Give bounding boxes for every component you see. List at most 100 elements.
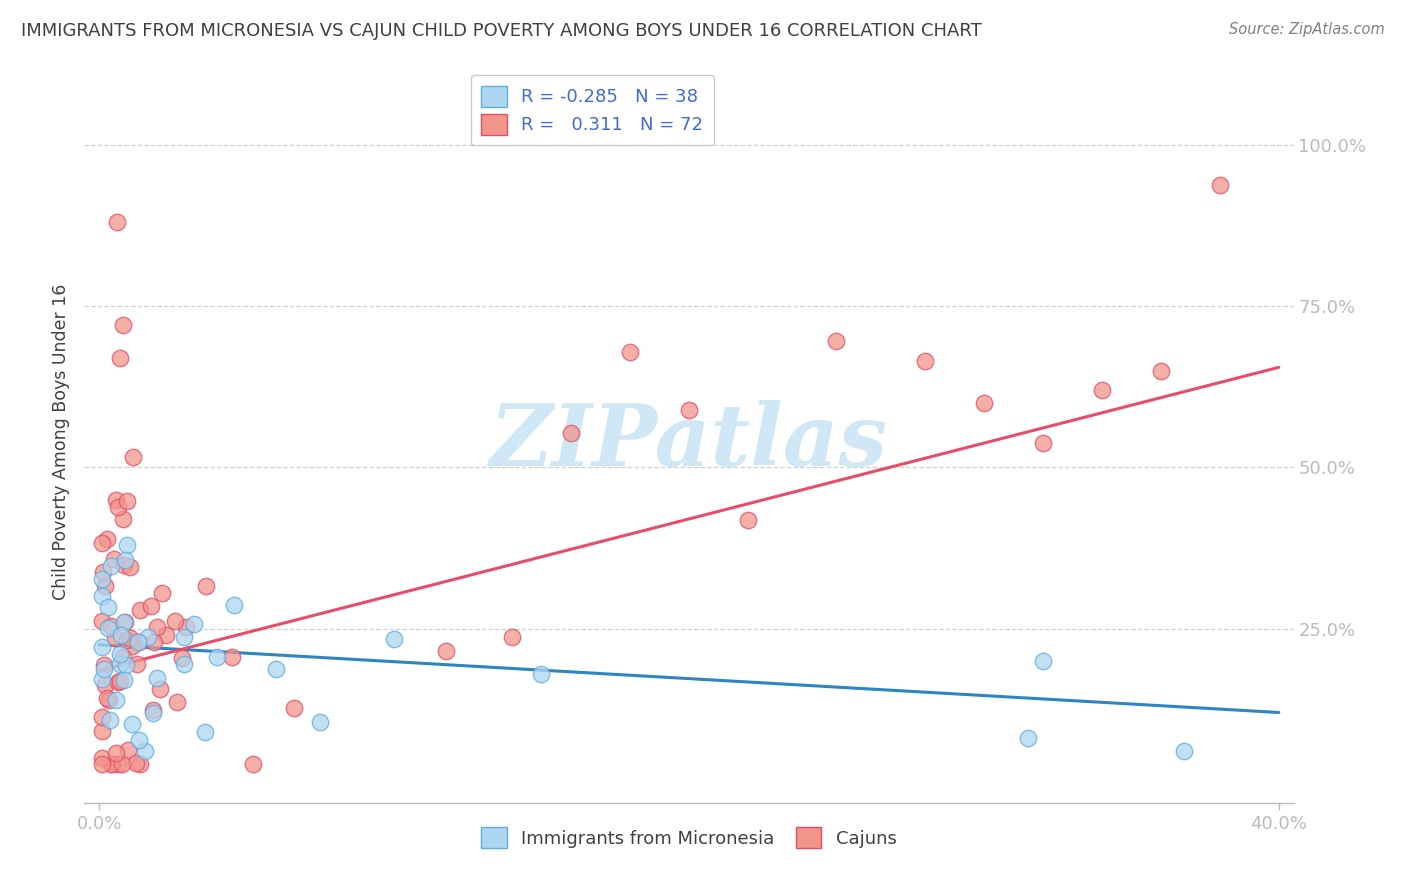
Point bbox=[1150, 363, 1173, 377]
Point bbox=[129, 757, 152, 772]
Point bbox=[128, 635, 150, 649]
Point bbox=[115, 494, 138, 508]
Point bbox=[91, 640, 114, 654]
Point bbox=[129, 603, 152, 617]
Point bbox=[110, 673, 132, 688]
Point bbox=[142, 703, 165, 717]
Point bbox=[173, 657, 195, 672]
Point bbox=[100, 558, 122, 573]
Point bbox=[91, 590, 114, 604]
Point bbox=[194, 579, 217, 593]
Point bbox=[100, 619, 122, 633]
Point bbox=[110, 627, 132, 641]
Point bbox=[111, 512, 134, 526]
Point bbox=[108, 657, 131, 672]
Point bbox=[221, 650, 243, 665]
Point bbox=[105, 493, 128, 508]
Point bbox=[120, 632, 142, 646]
Point bbox=[283, 701, 305, 715]
Point bbox=[530, 667, 553, 681]
Point bbox=[176, 620, 198, 634]
Point bbox=[112, 558, 135, 572]
Point bbox=[91, 672, 114, 686]
Point bbox=[145, 671, 167, 685]
Point bbox=[224, 598, 246, 612]
Point bbox=[94, 678, 117, 692]
Point bbox=[134, 744, 156, 758]
Point bbox=[93, 658, 115, 673]
Point bbox=[825, 334, 848, 348]
Point bbox=[100, 757, 122, 772]
Point bbox=[91, 751, 114, 765]
Point bbox=[183, 617, 205, 632]
Point bbox=[173, 631, 195, 645]
Point bbox=[91, 572, 114, 586]
Point bbox=[501, 630, 523, 644]
Point bbox=[136, 630, 159, 644]
Point bbox=[97, 621, 120, 635]
Point bbox=[97, 693, 120, 707]
Legend: Immigrants from Micronesia, Cajuns: Immigrants from Micronesia, Cajuns bbox=[474, 820, 904, 855]
Point bbox=[122, 450, 145, 464]
Point bbox=[112, 650, 135, 665]
Point bbox=[98, 713, 121, 727]
Point bbox=[560, 425, 582, 440]
Point bbox=[117, 743, 139, 757]
Point bbox=[103, 551, 125, 566]
Point bbox=[1173, 744, 1195, 758]
Point bbox=[149, 681, 172, 696]
Point bbox=[97, 600, 120, 615]
Point bbox=[125, 657, 148, 671]
Text: ZIPatlas: ZIPatlas bbox=[489, 400, 889, 483]
Point bbox=[108, 351, 131, 365]
Point bbox=[107, 674, 129, 689]
Point bbox=[1017, 731, 1039, 746]
Point bbox=[93, 662, 115, 676]
Point bbox=[96, 691, 118, 706]
Point bbox=[128, 733, 150, 747]
Point bbox=[146, 620, 169, 634]
Point bbox=[107, 757, 129, 772]
Point bbox=[93, 565, 115, 579]
Point bbox=[112, 673, 135, 687]
Point bbox=[91, 536, 114, 550]
Point bbox=[111, 757, 134, 772]
Point bbox=[111, 318, 134, 333]
Text: IMMIGRANTS FROM MICRONESIA VS CAJUN CHILD POVERTY AMONG BOYS UNDER 16 CORRELATIO: IMMIGRANTS FROM MICRONESIA VS CAJUN CHIL… bbox=[21, 22, 981, 40]
Point bbox=[110, 647, 132, 661]
Point bbox=[914, 354, 936, 368]
Point bbox=[94, 579, 117, 593]
Point bbox=[163, 614, 186, 628]
Text: Source: ZipAtlas.com: Source: ZipAtlas.com bbox=[1229, 22, 1385, 37]
Point bbox=[973, 396, 995, 410]
Point bbox=[205, 650, 228, 665]
Point bbox=[121, 639, 143, 653]
Point bbox=[105, 693, 128, 707]
Point bbox=[91, 710, 114, 724]
Point bbox=[434, 644, 457, 658]
Point bbox=[91, 614, 114, 628]
Point bbox=[309, 715, 332, 730]
Point bbox=[125, 756, 148, 770]
Point bbox=[115, 658, 138, 673]
Point bbox=[127, 635, 149, 649]
Point bbox=[121, 716, 143, 731]
Point bbox=[139, 599, 162, 614]
Point bbox=[172, 651, 194, 665]
Point bbox=[1032, 436, 1054, 450]
Point bbox=[1209, 178, 1232, 192]
Point bbox=[114, 615, 136, 629]
Point bbox=[104, 631, 127, 645]
Point bbox=[120, 560, 142, 574]
Point bbox=[382, 632, 405, 646]
Point bbox=[150, 585, 173, 599]
Point bbox=[142, 706, 165, 721]
Y-axis label: Child Poverty Among Boys Under 16: Child Poverty Among Boys Under 16 bbox=[52, 284, 70, 599]
Point bbox=[1032, 654, 1054, 668]
Point bbox=[112, 615, 135, 629]
Point bbox=[114, 553, 136, 567]
Point bbox=[96, 532, 118, 546]
Point bbox=[104, 746, 127, 760]
Point bbox=[142, 635, 165, 649]
Point bbox=[619, 344, 641, 359]
